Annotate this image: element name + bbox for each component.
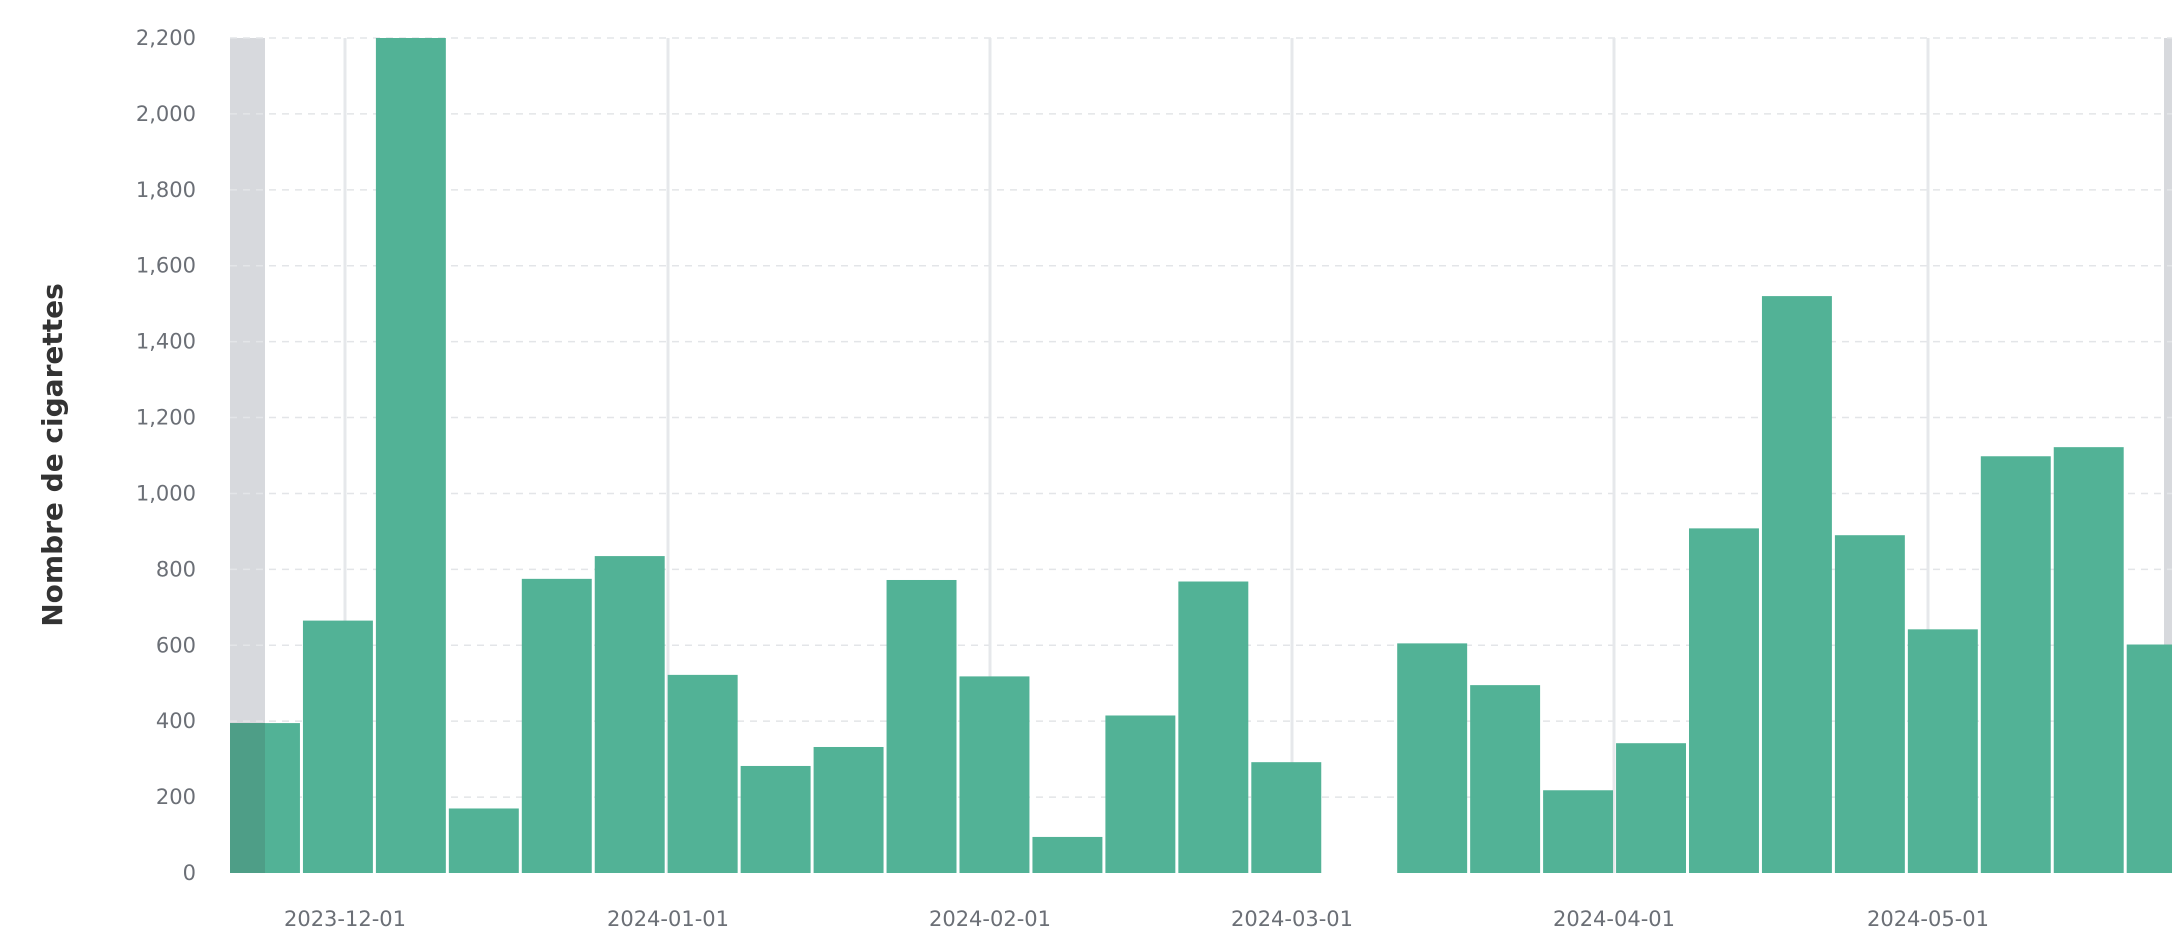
bar: [740, 765, 811, 873]
y-axis-title: Nombre de cigarettes: [36, 283, 69, 627]
y-tick-label: 1,800: [136, 178, 196, 202]
bar: [1032, 836, 1103, 873]
y-axis-ticks: 0 200 400 600 800 1,000 1,200 1,400 1,600 1,800 2,…: [136, 26, 196, 885]
bar-shaded-overlay: [230, 723, 265, 873]
bar: [1761, 296, 1832, 873]
bar: [594, 556, 665, 873]
x-tick-label: 2024-01-01: [607, 907, 729, 930]
y-tick-label: 200: [156, 785, 196, 809]
bar: [1616, 743, 1686, 873]
bar: [1907, 629, 1978, 873]
y-tick-label: 0: [183, 861, 196, 885]
bar: [1689, 528, 1759, 873]
x-tick-label: 2024-02-01: [929, 907, 1051, 930]
bar: [667, 674, 738, 873]
y-tick-label: 2,200: [136, 26, 196, 50]
y-tick-label: 1,000: [136, 481, 196, 505]
y-tick-label: 1,200: [136, 406, 196, 430]
bar: [959, 676, 1030, 873]
bar: [1178, 581, 1249, 873]
bars: [230, 38, 2172, 873]
bar: [2053, 447, 2124, 873]
bar: [1543, 790, 1614, 873]
y-tick-label: 800: [156, 557, 196, 581]
y-tick-label: 1,600: [136, 254, 196, 278]
x-tick-label: 2023-12-01: [284, 907, 406, 930]
bar: [1980, 456, 2051, 873]
bar: [1105, 715, 1176, 873]
bar: [1251, 762, 1322, 873]
x-tick-label: 2024-03-01: [1231, 907, 1353, 930]
bar: [448, 808, 519, 873]
x-tick-label: 2024-05-01: [1867, 907, 1989, 930]
bar: [2126, 644, 2172, 873]
bar: [521, 578, 592, 873]
bar: [813, 746, 884, 873]
bar: [1470, 685, 1541, 873]
bar: [886, 579, 957, 873]
selection-shade-right: [2164, 38, 2172, 873]
y-tick-label: 1,400: [136, 330, 196, 354]
y-tick-label: 400: [156, 709, 196, 733]
y-tick-label: 2,000: [136, 102, 196, 126]
bar: [1397, 643, 1468, 873]
x-tick-label: 2024-04-01: [1553, 907, 1675, 930]
y-tick-label: 600: [156, 633, 196, 657]
bar: [375, 38, 446, 873]
bar: [1834, 535, 1905, 873]
bar: [302, 620, 373, 873]
x-axis-ticks: 2023-12-01 2024-01-01 2024-02-01 2024-03-01…: [284, 907, 1989, 931]
